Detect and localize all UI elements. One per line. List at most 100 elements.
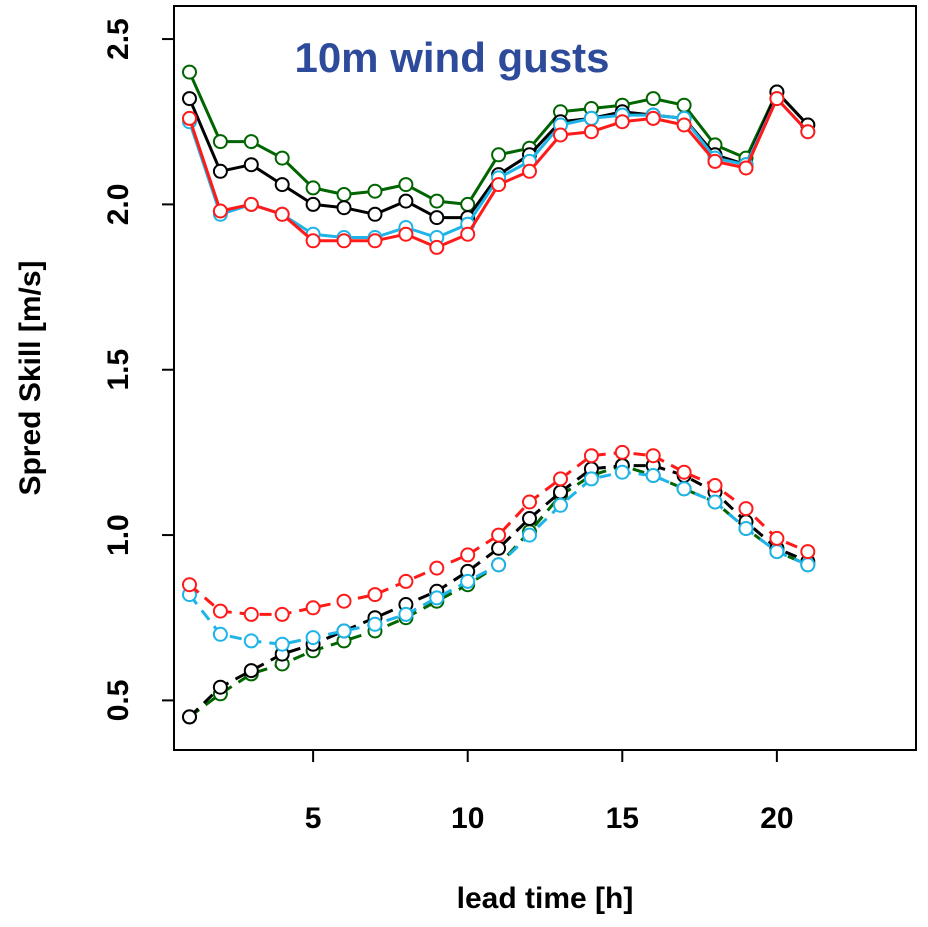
series-6-point-14 xyxy=(614,464,630,480)
x-tick-label-20: 20 xyxy=(760,802,793,835)
series-7-point-4 xyxy=(305,600,321,616)
series-3-point-0 xyxy=(182,110,197,126)
series-0-point-10 xyxy=(491,147,507,163)
series-5-point-12 xyxy=(553,484,568,500)
series-7-point-14 xyxy=(614,444,630,460)
series-0-point-2 xyxy=(243,134,259,150)
y-axis-label: Spred Skill [m/s] xyxy=(14,260,47,495)
series-6-point-19 xyxy=(769,544,785,560)
series-0-solid xyxy=(182,64,816,212)
series-7-point-11 xyxy=(522,494,537,510)
series-7-point-2 xyxy=(243,606,259,622)
series-6-point-4 xyxy=(305,630,321,646)
series-3-solid xyxy=(182,91,816,255)
series-3-point-4 xyxy=(305,233,321,249)
series-3-point-17 xyxy=(707,153,723,169)
series-6-point-10 xyxy=(491,557,507,573)
series-6-point-3 xyxy=(274,636,290,652)
series-layer xyxy=(182,64,816,725)
x-axis-label: lead time [h] xyxy=(457,882,634,915)
x-tick-label-5: 5 xyxy=(305,802,322,835)
series-1-point-4 xyxy=(305,196,321,212)
series-3-point-8 xyxy=(429,239,445,255)
series-0-point-15 xyxy=(645,91,661,107)
series-3-point-19 xyxy=(769,91,785,107)
series-7-point-7 xyxy=(398,573,414,589)
series-6-point-18 xyxy=(738,521,754,536)
series-6-dashed xyxy=(182,464,816,652)
series-1-point-7 xyxy=(398,193,414,209)
x-tick-label-15: 15 xyxy=(606,802,639,835)
series-0-point-0 xyxy=(182,64,197,80)
series-5-point-1 xyxy=(212,679,228,695)
series-6-point-16 xyxy=(676,481,692,497)
series-1-point-1 xyxy=(212,163,228,179)
series-3-point-12 xyxy=(553,127,568,143)
series-3-point-7 xyxy=(398,226,414,242)
series-7-point-13 xyxy=(583,448,599,464)
series-1-point-2 xyxy=(243,157,259,173)
series-3-point-13 xyxy=(583,124,599,140)
series-1-point-3 xyxy=(274,177,290,193)
series-5-line xyxy=(188,464,809,718)
series-6-point-6 xyxy=(367,616,383,632)
y-tick-label-1: 1.0 xyxy=(102,514,135,556)
series-6-point-17 xyxy=(707,494,723,510)
series-7-point-8 xyxy=(429,560,445,576)
series-6-point-15 xyxy=(645,468,661,483)
series-3-point-3 xyxy=(274,206,290,222)
series-6-point-12 xyxy=(553,497,568,513)
series-0-point-7 xyxy=(398,177,414,193)
series-7-point-6 xyxy=(367,587,383,603)
series-6-point-2 xyxy=(243,633,259,649)
series-3-point-2 xyxy=(243,196,259,212)
series-5-point-0 xyxy=(182,709,197,725)
chart-title: 10m wind gusts xyxy=(294,34,609,81)
y-tick-label-0.5: 0.5 xyxy=(102,680,135,722)
series-6-point-13 xyxy=(583,471,599,487)
axis-layer: 5 10 15 20 0.5 1.0 1.5 2.0 2.5 xyxy=(102,18,794,835)
series-1-point-8 xyxy=(429,210,445,226)
series-3-point-10 xyxy=(491,177,507,193)
series-1-point-5 xyxy=(336,200,352,216)
series-3-point-6 xyxy=(367,233,383,249)
series-0-point-3 xyxy=(274,150,290,166)
series-5-point-10 xyxy=(491,540,507,556)
y-tick-label-2.5: 2.5 xyxy=(102,18,135,60)
series-2-point-13 xyxy=(583,110,599,126)
series-0-point-6 xyxy=(367,183,383,199)
series-3-point-11 xyxy=(522,163,537,179)
series-6-point-20 xyxy=(800,557,816,573)
series-7-point-9 xyxy=(460,547,476,563)
series-1-point-6 xyxy=(367,206,383,222)
series-5-point-2 xyxy=(243,663,259,679)
series-6-point-5 xyxy=(336,623,352,639)
series-3-point-18 xyxy=(738,160,754,176)
series-6-point-7 xyxy=(398,606,414,622)
series-7-point-12 xyxy=(553,471,568,487)
series-7-point-20 xyxy=(800,544,816,560)
series-7-point-15 xyxy=(645,448,661,464)
series-0-point-5 xyxy=(336,187,352,202)
y-tick-label-1.5: 1.5 xyxy=(102,349,135,391)
series-7-point-3 xyxy=(274,606,290,622)
series-7-point-1 xyxy=(212,603,228,619)
x-tick-label-10: 10 xyxy=(451,802,484,835)
series-0-point-8 xyxy=(429,193,445,209)
series-7-dashed xyxy=(182,444,816,622)
series-0-point-1 xyxy=(212,134,228,150)
y-tick-label-2: 2.0 xyxy=(102,184,135,226)
series-7-point-0 xyxy=(182,577,197,593)
series-3-point-9 xyxy=(460,226,476,242)
series-7-point-17 xyxy=(707,478,723,493)
series-0-point-16 xyxy=(676,97,692,113)
series-3-point-15 xyxy=(645,110,661,126)
series-3-point-14 xyxy=(614,114,630,130)
series-7-point-18 xyxy=(738,501,754,517)
series-7-point-10 xyxy=(491,527,507,543)
plot-frame xyxy=(173,5,917,751)
series-3-point-20 xyxy=(800,124,816,140)
